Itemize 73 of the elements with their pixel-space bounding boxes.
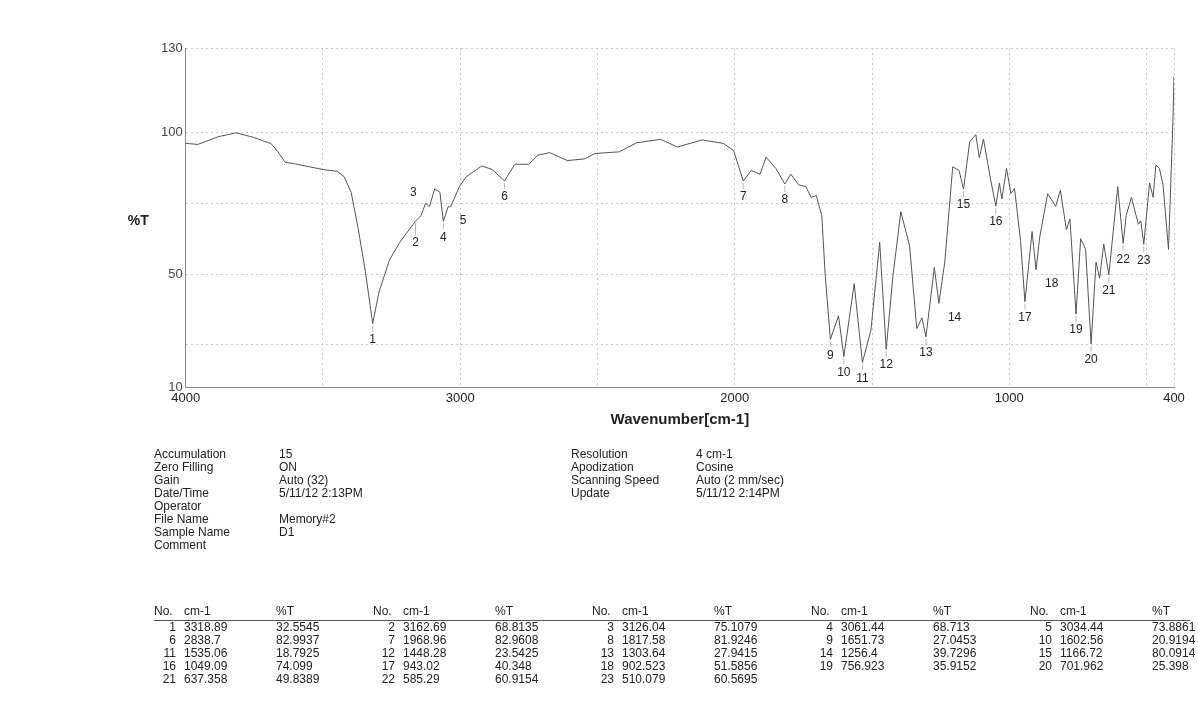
- text: 11 1535.06 18.7925: [163, 646, 320, 660]
- annotation: 18: [1045, 276, 1059, 291]
- annotation: 17: [1018, 309, 1032, 324]
- text: 5 3034.44 73.8861: [1045, 620, 1196, 634]
- text: 1 3318.89 32.5545: [169, 620, 320, 634]
- text: 22 585.29 60.9154: [381, 672, 539, 686]
- text: 10 1602.56 20.9194: [1038, 633, 1196, 647]
- x-tick-label: 1000: [994, 389, 1024, 405]
- y-tick-label: 10: [168, 378, 183, 394]
- annotation: 1: [369, 331, 377, 346]
- annotation: 4: [440, 229, 448, 244]
- annotation: 15: [956, 197, 971, 212]
- text: Sample Name D1: [154, 525, 295, 539]
- annotation: 19: [1069, 322, 1084, 337]
- annotation: 16: [989, 214, 1003, 229]
- text: Accumulation 15: [154, 447, 293, 461]
- text: 18 902.523 51.5856: [600, 659, 758, 673]
- y-tick-label: 50: [168, 265, 183, 281]
- text: 15 1166.72 80.0914: [1038, 646, 1196, 660]
- annotation: 11: [856, 370, 869, 385]
- y-tick-label: 100: [160, 124, 183, 140]
- x-tick-label: 400: [1163, 389, 1185, 405]
- text: 9 1651.73 27.0453: [826, 633, 977, 647]
- text: No. cm-1 %T: [154, 604, 294, 618]
- x-tick-label: 3000: [445, 389, 475, 405]
- text: Resolution 4 cm-1: [571, 447, 733, 461]
- text: 13 1303.64 27.9415: [600, 646, 758, 660]
- annotation: 21: [1102, 283, 1116, 298]
- y-axis-title: %T: [127, 212, 150, 229]
- annotation: 3: [409, 184, 417, 199]
- annotation: 2: [412, 235, 420, 250]
- text: 21 637.358 49.8389: [162, 672, 320, 686]
- annotation: 8: [781, 192, 789, 207]
- text: File Name Memory#2: [154, 512, 336, 526]
- text: 4 3061.44 68.713: [826, 620, 970, 634]
- text: 7 1968.96 82.9608: [388, 633, 539, 647]
- text: Date/Time 5/11/12 2:13PM: [154, 486, 363, 500]
- text: Gain Auto (32): [154, 473, 329, 487]
- text: 6 2838.7 82.9937: [169, 633, 320, 647]
- text: No. cm-1 %T: [373, 604, 513, 618]
- text: Zero Filling ON: [154, 460, 297, 474]
- annotation: 13: [919, 344, 933, 359]
- text: No. cm-1 %T: [1030, 604, 1170, 618]
- annotation: 7: [739, 189, 747, 204]
- annotation: 10: [837, 364, 851, 379]
- text: Operator: [154, 499, 203, 513]
- annotation: 9: [827, 347, 835, 362]
- text: Scanning Speed Auto (2 mm/sec): [571, 473, 785, 487]
- text: 3 3126.04 75.1079: [607, 620, 758, 634]
- annotation: 12: [879, 357, 894, 372]
- text: 20 701.962 25.398: [1038, 659, 1189, 673]
- text: 2 3162.69 68.8135: [388, 620, 539, 634]
- annotation: 23: [1137, 252, 1151, 267]
- annotation: 6: [501, 189, 509, 204]
- text: No. cm-1 %T: [811, 604, 951, 618]
- text: Update 5/11/12 2:14PM: [571, 486, 780, 500]
- annotation: 20: [1084, 352, 1099, 367]
- annotation: 5: [459, 213, 467, 228]
- text: 14 1256.4 39.7296: [819, 646, 977, 660]
- text: 19 756.923 35.9152: [819, 659, 977, 673]
- x-tick-label: 2000: [720, 389, 750, 405]
- text: 16 1049.09 74.099: [162, 659, 313, 673]
- y-tick-label: 130: [160, 39, 183, 55]
- x-axis-title: Wavenumber[cm-1]: [610, 410, 750, 428]
- annotation: 14: [947, 309, 962, 324]
- text: Comment: [154, 538, 207, 552]
- text: No. cm-1 %T: [592, 604, 732, 618]
- text: 23 510.079 60.5695: [600, 672, 758, 686]
- text: 12 1448.28 23.5425: [381, 646, 539, 660]
- annotation: 22: [1116, 251, 1131, 266]
- text: Apodization Cosine: [571, 460, 734, 474]
- text: 17 943.02 40.348: [381, 659, 532, 673]
- text: 8 1817.58 81.9246: [607, 633, 758, 647]
